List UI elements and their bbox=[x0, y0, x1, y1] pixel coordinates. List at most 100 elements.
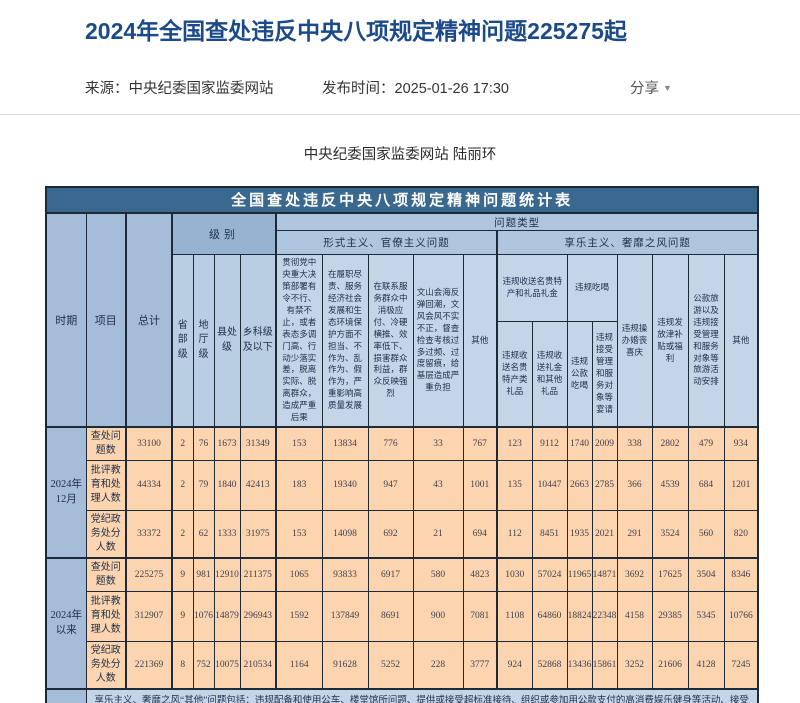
table-cell: 2663 bbox=[566, 459, 593, 511]
source: 来源：中央纪委国家监委网站 bbox=[85, 77, 322, 98]
table-cell: 2009 bbox=[591, 425, 618, 461]
table-cell: 221369 bbox=[125, 640, 173, 690]
table-cell: 12910 bbox=[213, 556, 241, 592]
table-row: 2024年以来 查处问题数 225275 9 981 12910 211375 … bbox=[45, 556, 759, 690]
header-row-1: 时期 项目 总计 级别 问题类型 bbox=[45, 212, 759, 428]
table-cell: 1164 bbox=[275, 640, 323, 690]
table-cell: 10075 bbox=[213, 640, 241, 690]
table-cell: 3252 bbox=[616, 640, 653, 690]
table-cell: 3504 bbox=[687, 556, 725, 592]
table-cell: 210534 bbox=[239, 640, 277, 690]
publish-label: 发布时间： bbox=[322, 80, 395, 97]
table-cell: 1840 bbox=[213, 459, 241, 511]
header-problem-group: 问题类型 bbox=[274, 212, 759, 232]
table-cell: 10766 bbox=[723, 590, 759, 642]
table-cell: 934 bbox=[723, 425, 759, 461]
table-cell: 8 bbox=[171, 640, 194, 690]
table-cell: 2802 bbox=[651, 425, 689, 461]
period-cell: 2024年12月 bbox=[45, 425, 87, 559]
table-cell: 112 bbox=[496, 509, 533, 559]
table-cell: 1001 bbox=[462, 459, 498, 511]
table-cell: 211375 bbox=[239, 556, 277, 592]
header-formalism-col2: 在履职尽责、服务经济社会发展和生态环境保护方面不担当、不作为、乱作为、假作为，严… bbox=[321, 254, 369, 428]
table-cell: 29385 bbox=[651, 590, 689, 642]
table-cell: 1030 bbox=[496, 556, 533, 592]
table-cell: 15861 bbox=[591, 640, 618, 690]
table-cell: 2 bbox=[171, 425, 194, 461]
table-cell: 3524 bbox=[651, 509, 689, 559]
table-cell: 1065 bbox=[275, 556, 323, 592]
header-gifts-col1: 违规收送名贵特产类礼品 bbox=[496, 320, 533, 428]
header-formalism-other: 其他 bbox=[462, 254, 498, 428]
table-cell: 31975 bbox=[239, 509, 277, 559]
header-wedding: 违规操办婚丧喜庆 bbox=[616, 254, 653, 428]
table-cell: 91628 bbox=[321, 640, 369, 690]
header-item: 项目 bbox=[85, 212, 127, 428]
table-cell: 2 bbox=[171, 459, 194, 511]
table-cell: 43 bbox=[412, 459, 464, 511]
table-cell: 52868 bbox=[531, 640, 568, 690]
item-cell: 党纪政务处分人数 bbox=[85, 509, 127, 559]
table-cell: 694 bbox=[462, 509, 498, 559]
header-total: 总计 bbox=[125, 212, 173, 428]
table-cell: 62 bbox=[192, 509, 215, 559]
table-cell: 1673 bbox=[213, 425, 241, 461]
table-cell: 752 bbox=[192, 640, 215, 690]
source-label: 来源： bbox=[85, 80, 129, 97]
header-formalism-col4: 文山会海反弹回潮，文风会风不实不正，督查检查考核过多过频、过度留痕，给基层造成严… bbox=[412, 254, 464, 428]
header-level-province: 省部级 bbox=[171, 254, 194, 428]
table-cell: 14871 bbox=[591, 556, 618, 592]
table-cell: 57024 bbox=[531, 556, 568, 592]
table-cell: 33100 bbox=[125, 425, 173, 461]
item-cell: 查处问题数 bbox=[85, 556, 127, 592]
note-text: 享乐主义、奢靡之风“其他”问题包括：违规配备和使用公车、楼堂馆所问题、提供或接受… bbox=[85, 687, 759, 703]
table-row: 2024年12月 查处问题数 33100 2 76 1673 31349 153… bbox=[45, 425, 759, 559]
table-cell: 135 bbox=[496, 459, 533, 511]
publish-time: 发布时间：2025-01-26 17:30 bbox=[322, 77, 630, 98]
header-travel: 公款旅游以及违规接受管理和服务对象等旅游活动安排 bbox=[687, 254, 725, 428]
header-hedonism-group: 享乐主义、奢靡之风问题 bbox=[495, 230, 759, 256]
table-row: 批评教育和处理人数 312907 9 1076 14879 296943 159… bbox=[46, 590, 759, 642]
table-cell: 900 bbox=[412, 590, 464, 642]
header-period: 时期 bbox=[45, 212, 87, 428]
table-cell: 93833 bbox=[321, 556, 369, 592]
table-cell: 153 bbox=[275, 509, 323, 559]
table-cell: 4158 bbox=[616, 590, 653, 642]
table-cell: 767 bbox=[462, 425, 498, 461]
table-cell: 338 bbox=[616, 425, 653, 461]
table-cell: 17625 bbox=[651, 556, 689, 592]
byline: 中央纪委国家监委网站 陆丽环 bbox=[303, 146, 497, 163]
table-cell: 13436 bbox=[566, 640, 593, 690]
table-cell: 1076 bbox=[192, 590, 215, 642]
table-row: 党纪政务处分人数 33372 2 62 1333 31975 153 14098… bbox=[46, 509, 759, 559]
table-cell: 366 bbox=[616, 459, 653, 511]
table-cell: 4539 bbox=[651, 459, 689, 511]
share-button[interactable]: 分享 ▼ bbox=[630, 77, 672, 98]
table-cell: 64860 bbox=[531, 590, 568, 642]
table-cell: 7081 bbox=[462, 590, 498, 642]
table-row: 批评教育和处理人数 44334 2 79 1840 42413 183 1934… bbox=[46, 459, 759, 511]
item-cell: 党纪政务处分人数 bbox=[85, 640, 127, 690]
table-cell: 312907 bbox=[125, 590, 173, 642]
table-cell: 123 bbox=[496, 425, 533, 461]
table-cell: 1935 bbox=[566, 509, 593, 559]
header-allowance: 违规发放津补贴或福利 bbox=[651, 254, 689, 428]
table-cell: 18824 bbox=[566, 590, 593, 642]
page-title: 2024年全国查处违反中央八项规定精神问题225275起 bbox=[85, 18, 627, 44]
table-cell: 7245 bbox=[723, 640, 759, 690]
table-cell: 14098 bbox=[321, 509, 369, 559]
table-cell: 11965 bbox=[566, 556, 593, 592]
header-dining-col1: 违规公款吃喝 bbox=[566, 320, 593, 428]
item-cell: 批评教育和处理人数 bbox=[85, 590, 127, 642]
table-cell: 21606 bbox=[651, 640, 689, 690]
publish-value: 2025-01-26 17:30 bbox=[394, 80, 510, 97]
header-divider bbox=[0, 113, 800, 115]
table-cell: 9112 bbox=[531, 425, 568, 461]
table-cell: 5345 bbox=[687, 590, 725, 642]
table-row: 党纪政务处分人数 221369 8 752 10075 210534 1164 … bbox=[46, 640, 759, 690]
item-cell: 查处问题数 bbox=[85, 425, 127, 461]
table-cell: 10447 bbox=[531, 459, 568, 511]
table-cell: 3692 bbox=[616, 556, 653, 592]
table-cell: 19340 bbox=[321, 459, 369, 511]
table-cell: 44334 bbox=[125, 459, 173, 511]
